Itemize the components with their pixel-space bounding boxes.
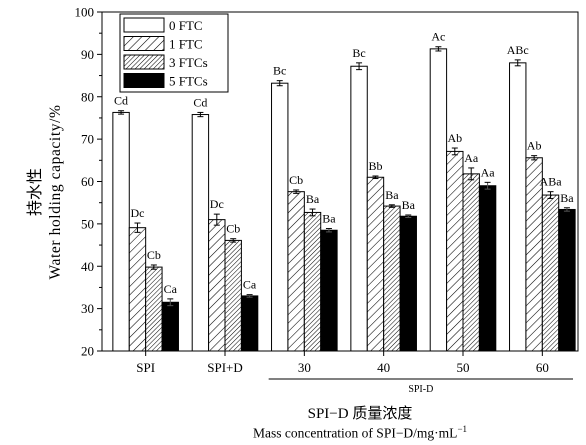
bar: [320, 229, 338, 352]
significance-label: Cd: [193, 95, 207, 109]
bar: [208, 219, 226, 352]
bar: [287, 191, 305, 352]
legend-label: 5 FTCs: [169, 74, 208, 89]
y-axis-label-zh: 持水性: [26, 168, 44, 216]
x-axis-label-en: Mass concentration of SPI−D/mg·mL−1: [180, 424, 540, 442]
x-axis-label-en-text: Mass concentration of SPI−D/mg·mL: [252, 425, 458, 441]
significance-label: Ac: [431, 30, 445, 44]
significance-label: Aa: [464, 151, 479, 165]
significance-label: Bc: [273, 64, 286, 78]
y-tick-label: 20: [81, 344, 94, 359]
y-tick-label: 90: [81, 47, 94, 62]
significance-label: Cd: [114, 94, 128, 108]
x-tick-label: 60: [536, 360, 549, 375]
bar: [429, 48, 448, 352]
bar: [478, 185, 497, 352]
significance-label: Ba: [402, 198, 416, 212]
significance-label: Cb: [147, 248, 161, 262]
bar: [240, 295, 259, 352]
legend: 0 FTC 1 FTC 3 FTCs 5 FTCs: [119, 13, 229, 93]
x-tick-label: 50: [457, 360, 470, 375]
bar: [366, 176, 385, 352]
group-label: SPI-D: [408, 384, 433, 395]
significance-label: Ba: [560, 191, 574, 205]
bar: [112, 111, 130, 352]
significance-label: Dc: [130, 206, 144, 220]
bar: [191, 114, 210, 352]
bar: [541, 194, 560, 352]
bar: [161, 301, 179, 352]
bar: [271, 82, 289, 352]
bar: [145, 266, 163, 352]
y-tick-label: 50: [81, 216, 94, 231]
legend-swatch: [123, 54, 165, 70]
significance-label: Dc: [210, 197, 224, 211]
y-axis-label: 持水性 Water holding capacity/%: [26, 105, 64, 280]
bar: [399, 215, 417, 352]
x-axis-label-zh: SPI−D 质量浓度: [307, 406, 413, 422]
x-axis-label-en-unit-exponent: −1: [457, 424, 468, 434]
y-axis-label-en: Water holding capacity/%: [47, 105, 64, 280]
bar: [558, 208, 576, 352]
x-tick-label: 40: [377, 360, 390, 375]
y-tick-label: 80: [81, 89, 94, 104]
bar: [224, 239, 242, 352]
significance-label: Ab: [527, 139, 542, 153]
legend-label: 1 FTC: [169, 37, 203, 52]
bar: [383, 205, 401, 352]
significance-label: Ca: [164, 282, 178, 296]
legend-label: 3 FTCs: [169, 55, 208, 70]
x-tick-label: SPI: [136, 360, 155, 375]
x-tick-label: SPI+D: [207, 360, 243, 375]
significance-label: Bc: [352, 46, 365, 60]
x-tick-label: 30: [298, 360, 311, 375]
significance-label: Bb: [368, 159, 382, 173]
y-tick-label: 30: [81, 301, 94, 316]
bar: [446, 150, 464, 352]
legend-swatch: [123, 36, 165, 51]
significance-label: Ba: [306, 192, 320, 206]
significance-label: Ab: [447, 131, 462, 145]
significance-label: ABa: [540, 175, 563, 189]
y-tick-label: 60: [81, 174, 94, 189]
bar: [350, 65, 368, 352]
significance-label: ABc: [507, 43, 529, 57]
significance-label: Ba: [322, 212, 336, 226]
significance-label: Ba: [385, 188, 399, 202]
bar: [509, 62, 527, 352]
legend-swatch: [123, 17, 165, 33]
bar: [128, 227, 147, 352]
significance-label: Aa: [481, 165, 496, 179]
y-tick-label: 100: [75, 5, 95, 20]
significance-label: Ca: [243, 278, 257, 292]
legend-label: 0 FTC: [169, 18, 203, 33]
y-tick-label: 40: [81, 259, 94, 274]
legend-swatch: [123, 73, 165, 88]
significance-label: Cb: [289, 173, 303, 187]
bar: [462, 173, 480, 352]
y-tick-label: 70: [81, 132, 94, 147]
significance-label: Cb: [226, 222, 240, 236]
bar: [303, 211, 322, 352]
